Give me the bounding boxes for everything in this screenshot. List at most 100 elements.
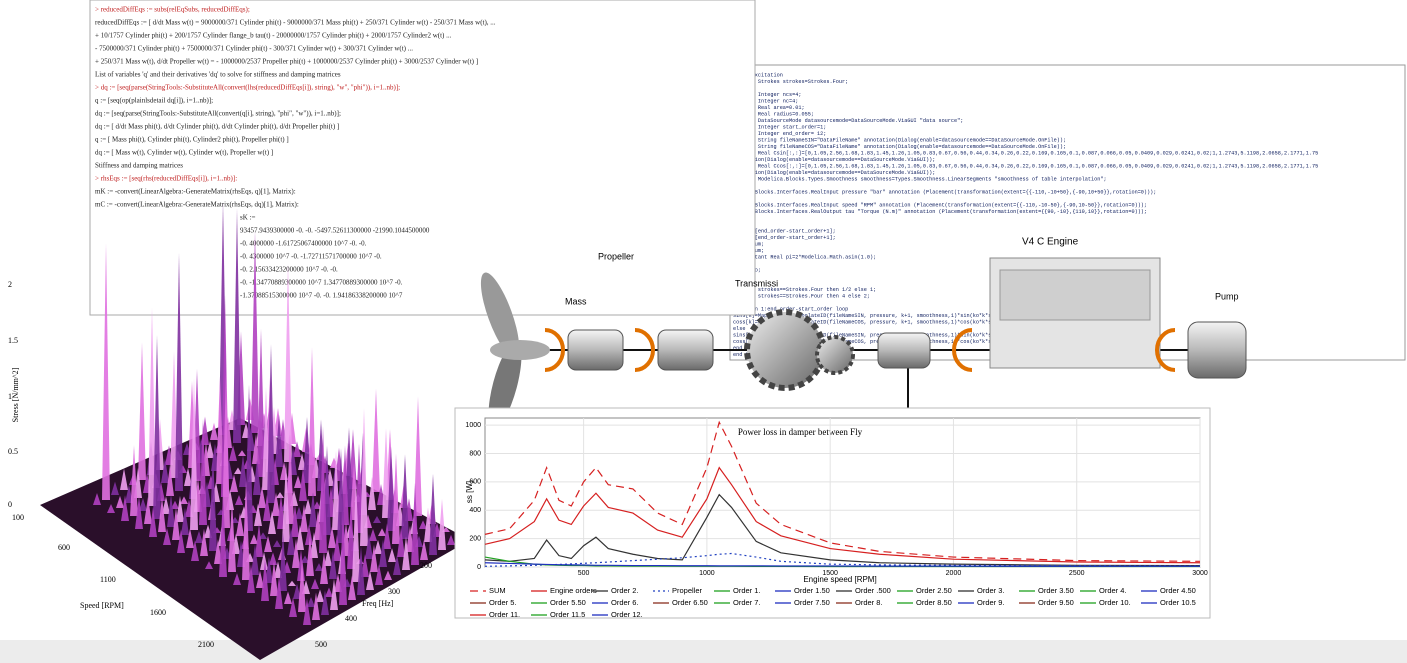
spike <box>233 573 241 585</box>
maple-line: q := [seq(op(plainlsdetail dq[i]), i=1..… <box>95 97 213 105</box>
spike <box>325 587 333 597</box>
maple-line: mK := -convert(LinearAlgebra:-GenerateMa… <box>95 188 296 196</box>
legend-label: Order 4.50 <box>1160 586 1196 595</box>
spike <box>260 552 268 570</box>
legend-label: SUM <box>489 586 506 595</box>
spike <box>228 500 236 572</box>
spike <box>93 493 101 505</box>
spike <box>324 549 332 566</box>
spike <box>301 555 309 563</box>
y-tick-label: 200 <box>420 561 432 570</box>
spike <box>238 450 246 456</box>
code-line: rameter Integer nc=4; <box>733 98 798 104</box>
spike <box>265 557 273 583</box>
series-line <box>484 562 1200 567</box>
spike <box>373 515 381 523</box>
spike <box>282 461 290 542</box>
spike <box>379 539 387 567</box>
spike <box>298 453 306 470</box>
y-tick-label: 0 <box>477 564 481 571</box>
spike <box>309 492 317 527</box>
spike <box>321 590 329 615</box>
z-tick-label: 0 <box>8 500 12 509</box>
spike <box>102 243 110 500</box>
spike <box>230 474 238 492</box>
spike <box>420 539 428 560</box>
engine-head <box>999 269 1151 321</box>
spike <box>250 534 258 544</box>
spike <box>200 528 208 556</box>
y-tick-label: 600 <box>469 479 481 486</box>
x-tick-label: 500 <box>578 570 590 577</box>
y-axis-title: ss [W] <box>465 481 474 503</box>
legend-label: Engine orders <box>550 586 597 595</box>
legend-label: Order 12. <box>611 610 643 619</box>
spike <box>330 578 338 610</box>
bottom-strip <box>0 640 1407 663</box>
z-tick-label: 0.5 <box>8 447 18 456</box>
spike <box>135 496 143 529</box>
chart-title: Power loss in damper between Fly <box>738 427 863 437</box>
legend-label: Order 3. <box>977 586 1005 595</box>
maple-line: mC := -convert(LinearAlgebra:-GenerateMa… <box>95 201 299 209</box>
code-line: rameter Real radius=0.055; <box>733 111 814 117</box>
legend-label: Order 10.5 <box>1160 598 1196 607</box>
x-axis-title: Speed [RPM] <box>80 601 124 610</box>
spike <box>291 504 299 537</box>
code-line: rameter Real Csin[:,:]=[0,1.05,2.56,1.68… <box>733 150 1318 156</box>
legend-label: Order 5.50 <box>550 598 586 607</box>
maple-frame <box>89 0 756 316</box>
legend-label: Order 2. <box>611 586 639 595</box>
code-line: EngineExcitation <box>733 72 783 78</box>
spike <box>333 534 341 561</box>
spike <box>360 408 368 546</box>
code-line: annotation(Dialog(enable=datasourcemode=… <box>733 157 935 163</box>
y-tick-label: 800 <box>469 450 481 457</box>
x-tick-label: 1600 <box>150 608 166 617</box>
code-line: annotation(Dialog(enable=datasourcemode=… <box>733 170 935 176</box>
spike <box>279 532 287 591</box>
spike <box>242 480 250 580</box>
spike <box>294 475 302 488</box>
series-line <box>484 493 1201 567</box>
spike <box>172 507 180 540</box>
spike <box>383 523 391 549</box>
x-tick-label: 1500 <box>822 570 838 577</box>
spike <box>402 536 410 570</box>
spike <box>256 570 264 588</box>
spike <box>392 453 400 544</box>
spike <box>313 501 321 509</box>
spike <box>320 552 328 584</box>
maple-line: reducedDiffEqs := [ d/dt Mass w(t) = 900… <box>95 19 496 27</box>
code-line: rameter Real Ccos[:,:]=[0,1.05,2.56,1.68… <box>733 163 1318 169</box>
spike <box>286 434 294 524</box>
maple-window: > reducedDiffEqs := subs(relEqSubs, redu… <box>89 0 756 316</box>
x-tick-label: 1000 <box>699 570 715 577</box>
spike <box>190 378 198 530</box>
spike <box>339 509 347 605</box>
propeller-icon <box>480 272 550 429</box>
code-line: else <box>733 326 745 332</box>
code-line: no = if strokes==Strokes.Four then 4 els… <box>733 293 870 299</box>
spike <box>292 539 300 568</box>
spike <box>411 482 419 565</box>
y-tick-label: 1000 <box>465 422 481 429</box>
mass-cylinder <box>657 329 714 371</box>
legend-label: Order 6. <box>611 598 639 607</box>
spike <box>276 492 284 498</box>
spike <box>251 544 259 575</box>
legend-label: Order 1.50 <box>794 586 830 595</box>
spike <box>236 512 244 536</box>
spike <box>397 527 405 557</box>
spike <box>219 494 227 577</box>
code-line: rameter String fileNameCOS="DataFileName… <box>733 144 1066 150</box>
spike <box>258 486 266 508</box>
y-axis-title: Freq [Hz] <box>362 599 394 608</box>
code-line: al constant Real pi=2*Modelica.Math.asin… <box>733 254 876 260</box>
spike <box>191 540 199 561</box>
spike <box>138 342 146 480</box>
code-line: rameter Real area=0.01; <box>733 105 805 111</box>
spike <box>311 578 319 589</box>
spike <box>419 520 427 529</box>
